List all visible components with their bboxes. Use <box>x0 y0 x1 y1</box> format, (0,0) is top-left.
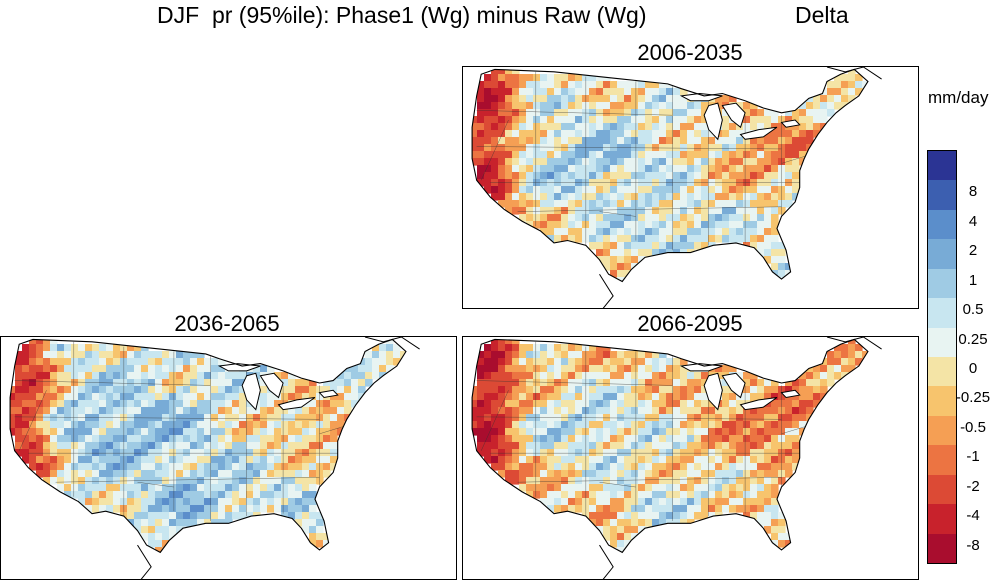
colorbar <box>927 150 957 564</box>
coastline <box>471 338 869 554</box>
great-lake <box>241 372 261 411</box>
great-lake <box>780 119 801 128</box>
great-lake <box>721 102 746 129</box>
state-borders <box>14 341 352 521</box>
map-panel-2 <box>0 336 457 580</box>
canada-coast <box>364 337 420 350</box>
figure-delta-label: Delta <box>795 2 849 28</box>
mexico-coast <box>599 273 614 308</box>
colorbar-swatch <box>928 474 956 505</box>
colorbar-tick-label: 2 <box>968 242 978 260</box>
colorbar-swatch <box>928 504 956 535</box>
panel-title-1: 2006-2035 <box>637 40 743 65</box>
precip-field <box>472 339 868 553</box>
figure-title: DJF pr (95%ile): Phase1 (Wg) minus Raw (… <box>0 2 1005 83</box>
great-lake <box>703 102 723 141</box>
colorbar-swatch <box>928 298 956 329</box>
colorbar-swatch <box>928 415 956 446</box>
colorbar-tick-label: -0.25 <box>955 389 991 407</box>
colorbar-tick-label: -2 <box>966 477 980 495</box>
precip-field <box>472 69 868 282</box>
canada-coast <box>826 337 882 350</box>
map-svg <box>9 337 420 579</box>
great-lake <box>739 397 778 411</box>
colorbar-swatch <box>928 327 956 358</box>
great-lake <box>739 126 778 140</box>
colorbar-units: mm/day <box>928 88 989 107</box>
colorbar-tick-label: 4 <box>968 212 978 230</box>
state-borders <box>476 71 814 251</box>
colorbar-tick-label: 8 <box>968 183 978 201</box>
colorbar-swatch <box>928 239 956 270</box>
great-lake <box>259 372 284 399</box>
panel-title-3: 2066-2095 <box>637 311 743 336</box>
colorbar-tick-label: 0.5 <box>962 301 984 319</box>
map-panel-3 <box>462 336 919 580</box>
colorbar-swatch <box>928 268 956 299</box>
colorbar-tick-label: 0.25 <box>958 330 988 348</box>
colorbar-tick-label: -4 <box>966 507 980 525</box>
map-svg <box>471 67 882 308</box>
mexico-coast <box>599 544 614 579</box>
great-lake <box>721 372 746 399</box>
colorbar-tick-label: 1 <box>968 271 978 289</box>
coastline <box>471 68 869 283</box>
colorbar-swatch <box>928 533 956 564</box>
precip-field <box>10 339 406 553</box>
great-lake <box>277 397 316 411</box>
colorbar-tick-label: -0.5 <box>960 418 986 436</box>
colorbar-tick-label: -8 <box>966 536 980 554</box>
colorbar-tick-label: 0 <box>968 360 978 377</box>
coastline <box>9 338 407 554</box>
colorbar-swatch <box>928 209 956 240</box>
colorbar-swatch <box>928 180 956 211</box>
canada-coast <box>826 67 882 80</box>
colorbar-swatch <box>928 445 956 476</box>
great-lake <box>780 389 801 399</box>
colorbar-swatch <box>928 151 956 181</box>
mexico-coast <box>137 544 152 579</box>
map-svg <box>471 337 882 579</box>
colorbar-swatch <box>928 386 956 417</box>
map-panel-1 <box>462 66 919 309</box>
great-lake <box>318 389 339 399</box>
panel-title-2: 2036-2065 <box>174 311 280 336</box>
colorbar-tick-label: -1 <box>966 448 980 466</box>
great-lake <box>703 372 723 411</box>
colorbar-swatch <box>928 357 956 387</box>
figure-title-text: DJF pr (95%ile): Phase1 (Wg) minus Raw (… <box>157 2 647 28</box>
